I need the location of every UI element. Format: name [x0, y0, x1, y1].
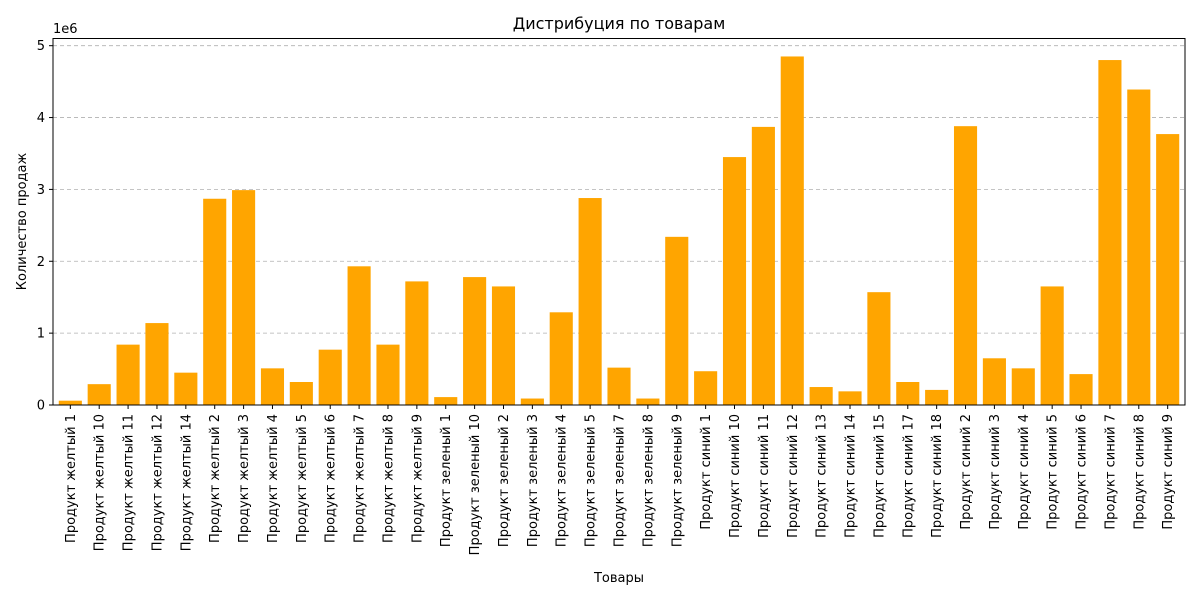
x-tick-label: Продукт желтый 4	[266, 414, 281, 543]
bar	[549, 312, 573, 405]
x-tick-label: Продукт желтый 12	[150, 414, 165, 551]
y-tick-label: 3	[37, 183, 45, 198]
x-tick-label: Продукт зеленый 9	[670, 414, 685, 547]
x-tick-label: Продукт зеленый 10	[468, 414, 483, 555]
bar	[87, 384, 111, 405]
bar	[1040, 286, 1064, 405]
x-tick-label: Продукт синий 9	[1161, 414, 1176, 530]
y-tick-label: 1	[37, 327, 45, 342]
bar	[722, 157, 747, 405]
x-tick-label: Продукт желтый 5	[295, 414, 310, 543]
y-offset-label: 1e6	[53, 22, 78, 37]
bar	[896, 382, 920, 405]
bar	[376, 344, 400, 405]
bar	[1127, 89, 1151, 405]
x-tick-label: Продукт синий 10	[728, 414, 743, 538]
x-tick-label: Продукт синий 6	[1075, 414, 1090, 530]
x-tick-label: Продукт желтый 9	[410, 414, 425, 543]
x-tick-label: Продукт желтый 2	[208, 414, 223, 543]
x-tick-label: Продукт желтый 6	[324, 414, 339, 543]
y-tick-label: 5	[37, 39, 45, 54]
x-tick-label: Продукт синий 17	[901, 414, 916, 538]
x-tick-label: Продукт зеленый 3	[526, 414, 541, 547]
x-tick-label: Продукт зеленый 7	[613, 414, 628, 547]
x-tick-label: Продукт зеленый 1	[439, 414, 454, 547]
x-tick-label: Продукт синий 15	[872, 414, 887, 538]
bar	[520, 398, 544, 405]
x-tick-label: Продукт синий 2	[959, 414, 974, 530]
y-axis-ticks: 0 1 2 3 4 5	[37, 39, 53, 414]
bars	[58, 56, 1180, 405]
x-tick-label: Продукт желтый 1	[64, 414, 79, 543]
x-tick-label: Продукт зеленый 8	[641, 414, 656, 547]
y-tick-label: 4	[37, 111, 45, 126]
bar	[58, 400, 82, 405]
x-tick-label: Продукт желтый 3	[237, 414, 252, 543]
bar	[780, 56, 804, 405]
bar	[665, 236, 689, 405]
x-tick-label: Продукт желтый 7	[353, 414, 368, 543]
bar	[145, 323, 169, 405]
bar	[318, 349, 342, 405]
bar	[434, 397, 458, 405]
bar	[347, 266, 371, 405]
bar	[838, 391, 862, 405]
x-tick-label: Продукт желтый 10	[93, 414, 108, 551]
x-tick-label: Продукт зеленый 5	[584, 414, 599, 547]
bar	[1011, 368, 1035, 405]
bar	[289, 382, 313, 405]
x-tick-label: Продукт синий 5	[1046, 414, 1061, 530]
x-tick-label: Продукт зеленый 2	[497, 414, 512, 547]
x-tick-label: Продукт синий 1	[699, 414, 714, 530]
bar	[1156, 134, 1180, 405]
bar	[953, 126, 978, 405]
x-tick-label: Продукт синий 18	[930, 414, 945, 538]
bar	[232, 190, 256, 405]
x-tick-label: Продукт синий 3	[988, 414, 1003, 530]
bar	[116, 344, 140, 405]
bar	[809, 387, 833, 405]
bar	[867, 292, 891, 405]
x-tick-label: Продукт синий 7	[1103, 414, 1118, 530]
x-tick-label: Продукт желтый 8	[381, 414, 396, 543]
chart-title: Дистрибуция по товарам	[513, 14, 726, 33]
x-tick-label: Продукт желтый 11	[122, 414, 137, 551]
bar	[578, 198, 602, 405]
x-tick-label: Продукт синий 8	[1132, 414, 1147, 530]
x-axis-label: Товары	[593, 571, 644, 586]
y-tick-label: 2	[37, 255, 45, 270]
bar	[463, 277, 487, 405]
bar	[982, 358, 1006, 405]
bar	[491, 286, 516, 405]
bar	[636, 398, 660, 405]
bar	[607, 367, 631, 405]
bar	[1098, 60, 1122, 405]
bar	[1069, 374, 1093, 405]
x-tick-label: Продукт синий 12	[786, 414, 801, 538]
bar	[174, 372, 198, 405]
x-tick-label: Продукт желтый 14	[179, 414, 194, 551]
x-tick-label: Продукт синий 14	[844, 414, 859, 538]
bar	[751, 126, 775, 405]
bar	[405, 281, 429, 405]
bar	[260, 368, 285, 405]
x-axis-ticks: Продукт желтый 1 Продукт желтый 10 Продукт…	[64, 405, 1176, 555]
bar	[203, 198, 227, 405]
y-axis-label: Количество продаж	[15, 152, 30, 290]
x-tick-label: Продукт синий 4	[1017, 414, 1032, 530]
y-tick-label: 0	[37, 399, 45, 414]
x-tick-label: Продукт зеленый 4	[555, 414, 570, 547]
bar	[925, 389, 949, 405]
x-tick-label: Продукт синий 13	[815, 414, 830, 538]
x-tick-label: Продукт синий 11	[757, 414, 772, 538]
bar	[694, 371, 718, 405]
